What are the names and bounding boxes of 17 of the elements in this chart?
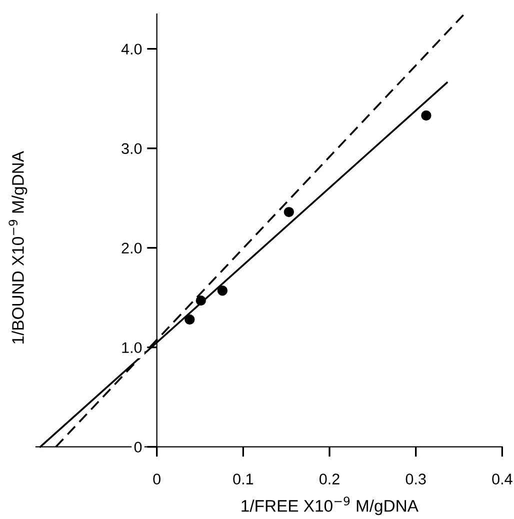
point [196, 296, 206, 306]
y-tick-label: 4.0 [121, 44, 142, 55]
x-tick-label: 0.4 [492, 474, 512, 484]
y-tick-label: 0 [134, 442, 142, 453]
y-tick-label: 1.0 [122, 342, 142, 354]
y-tick-label: 3.0 [122, 143, 142, 154]
point [421, 110, 432, 121]
point [217, 286, 228, 296]
point [184, 314, 195, 325]
x-tick-label: 0 [153, 474, 160, 484]
y-axis-title: 1/BOUND X10$^{−9}$ M/gDNA [8, 151, 28, 344]
point [284, 206, 294, 218]
x-axis-title: 1/FREE X10$^{−9}$ M/gDNA [242, 496, 418, 516]
x-tick-label: 0.3 [406, 474, 426, 484]
x-tick-label: 0.1 [233, 474, 254, 484]
y-tick-label: 2.0 [122, 242, 142, 254]
x-tick-label: 0.2 [319, 474, 340, 484]
